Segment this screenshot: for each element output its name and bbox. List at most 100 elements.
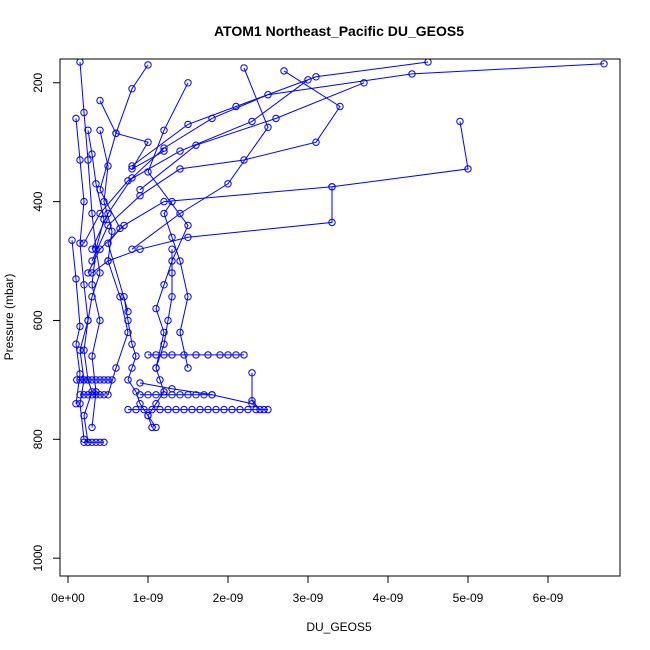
data-point <box>88 352 96 360</box>
data-point <box>148 405 156 414</box>
data-point <box>200 391 208 399</box>
data-point <box>236 405 244 414</box>
data-point <box>108 227 116 236</box>
data-point <box>232 102 240 111</box>
data-series <box>88 183 336 277</box>
data-point <box>160 281 168 289</box>
data-point <box>72 114 80 123</box>
data-series <box>112 61 168 173</box>
data-point <box>240 156 248 164</box>
data-point <box>144 351 152 359</box>
series-line <box>131 61 429 167</box>
data-point <box>160 197 168 206</box>
data-point <box>73 376 81 384</box>
data-point <box>160 126 168 135</box>
x-tick-label: 6e-09 <box>533 591 564 605</box>
data-point <box>88 293 96 301</box>
data-point <box>248 397 256 405</box>
data-point <box>124 328 132 337</box>
data-point <box>228 405 236 414</box>
data-point <box>72 275 80 283</box>
data-point <box>152 391 160 399</box>
data-point <box>80 376 88 384</box>
data-point <box>88 438 96 446</box>
series-line <box>91 186 333 274</box>
x-tick-label: 5e-09 <box>453 591 484 605</box>
data-point <box>168 245 176 253</box>
x-axis-label: DU_GEOS5 <box>306 620 372 634</box>
data-point <box>104 239 112 247</box>
data-point <box>176 328 184 337</box>
data-point <box>408 70 416 78</box>
data-point <box>144 138 152 146</box>
data-point <box>176 257 184 265</box>
data-point <box>176 391 184 399</box>
axes-layer: 0e+00 1e-09 2e-09 3e-09 4e-09 5e-09 6e-09 200 40… <box>31 58 621 605</box>
data-point <box>176 147 184 155</box>
data-point <box>96 376 104 384</box>
data-point <box>152 400 160 408</box>
data-point <box>264 91 272 99</box>
data-point <box>204 405 212 414</box>
data-point <box>456 117 464 126</box>
y-tick-label: 200 <box>31 72 45 92</box>
data-point <box>88 209 96 218</box>
data-point <box>88 423 96 432</box>
data-point <box>76 370 84 378</box>
data-point <box>164 405 172 414</box>
data-point <box>424 59 432 66</box>
y-tick-label: 1000 <box>31 545 45 572</box>
data-point <box>76 400 84 408</box>
data-point <box>96 391 104 399</box>
data-point <box>104 376 112 384</box>
data-point <box>84 316 92 325</box>
data-point <box>80 239 88 247</box>
data-point <box>264 123 272 132</box>
data-point <box>84 126 92 135</box>
data-point <box>192 391 200 399</box>
data-point <box>224 180 232 188</box>
data-point <box>136 245 144 253</box>
data-point <box>100 438 108 446</box>
data-point <box>152 423 160 432</box>
data-point <box>104 209 112 218</box>
data-series <box>88 67 344 265</box>
data-point <box>72 400 80 408</box>
data-point <box>128 245 136 253</box>
data-point <box>104 257 112 265</box>
data-point <box>160 351 168 359</box>
series-line <box>115 64 165 171</box>
data-point <box>168 385 176 393</box>
data-point <box>264 405 272 414</box>
data-point <box>84 269 92 277</box>
data-point <box>176 209 184 218</box>
data-series <box>96 96 132 316</box>
data-point <box>84 438 92 446</box>
data-point <box>128 340 136 348</box>
data-point <box>116 224 124 233</box>
data-point <box>100 391 108 399</box>
data-point <box>80 197 88 206</box>
data-point <box>220 405 228 414</box>
data-point <box>156 405 164 414</box>
y-tick-label: 400 <box>31 191 45 211</box>
data-point <box>76 322 84 331</box>
data-point <box>124 316 132 325</box>
data-series <box>88 60 608 253</box>
series-layer <box>68 59 608 446</box>
series-line <box>99 100 129 312</box>
data-point <box>88 257 96 265</box>
data-series <box>68 236 84 408</box>
data-point <box>144 61 152 69</box>
data-point <box>160 340 168 348</box>
data-series <box>124 405 272 414</box>
data-point <box>336 102 344 111</box>
data-point <box>92 438 100 446</box>
data-point <box>156 376 164 384</box>
data-point <box>96 96 104 105</box>
x-tick-label: 0e+00 <box>51 591 85 605</box>
data-point <box>160 209 168 218</box>
x-tick-label: 3e-09 <box>293 591 324 605</box>
series-line <box>123 296 157 428</box>
